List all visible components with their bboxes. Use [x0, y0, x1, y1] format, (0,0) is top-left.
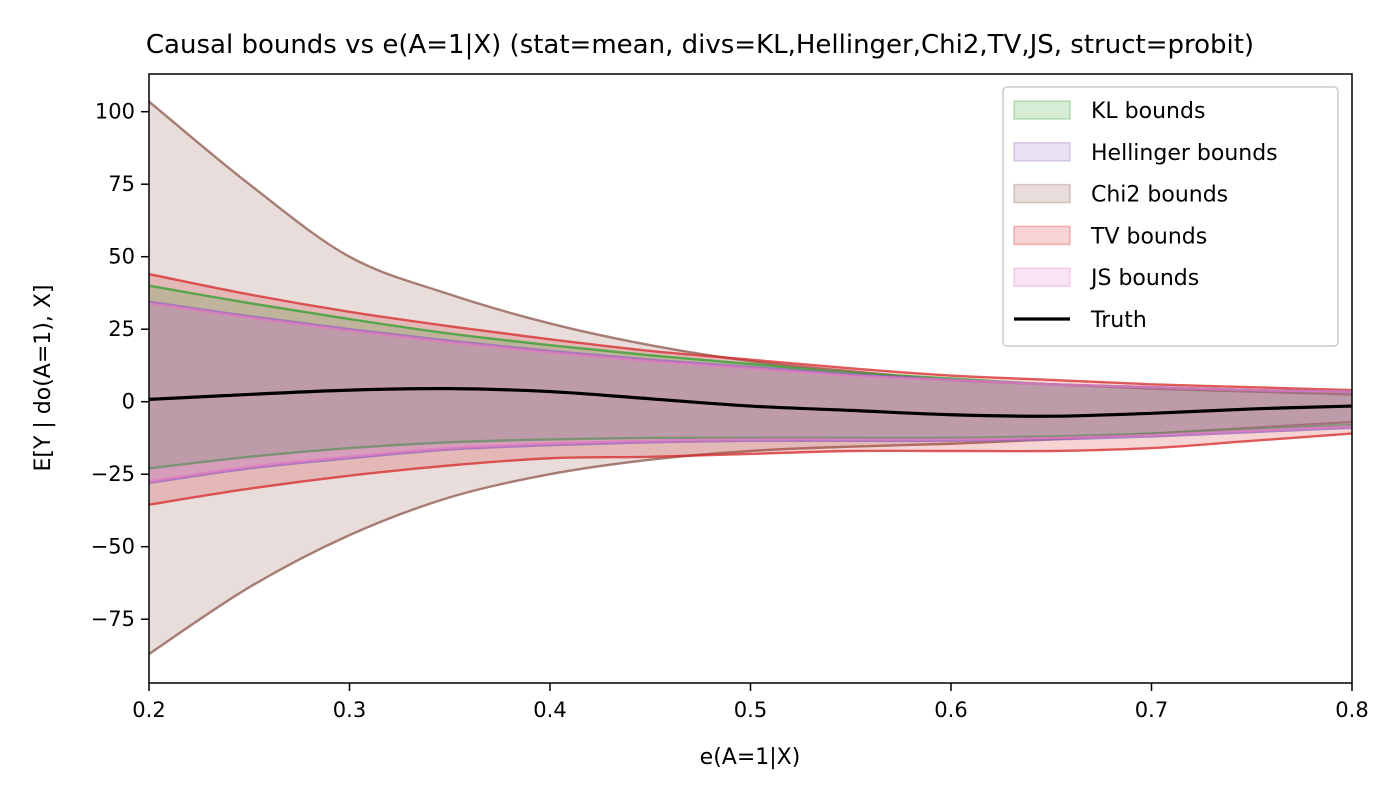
- tv-bounds-lower-line: [149, 432, 1352, 506]
- kl-bounds-lower-line: [149, 423, 1352, 470]
- x-tick-label: 0.3: [333, 698, 366, 722]
- x-tick-label: 0.2: [132, 698, 165, 722]
- legend-swatch-hellinger-bounds: [1013, 142, 1071, 162]
- bounds-bands: [149, 100, 1352, 655]
- js-bounds-lower-line: [149, 425, 1352, 483]
- y-axis-label: E[Y | do(A=1), X]: [31, 284, 56, 471]
- legend-label-tv-bounds: TV bounds: [1090, 224, 1207, 249]
- chart-title: Causal bounds vs e(A=1|X) (stat=mean, di…: [146, 30, 1254, 60]
- y-axis-ticks: −75 −50 −25 0 25 50 75 100: [91, 100, 149, 631]
- chi2-bounds-band: [149, 101, 1352, 655]
- legend-swatch-js-bounds: [1013, 267, 1071, 287]
- legend-label-truth: Truth: [1090, 308, 1147, 333]
- x-axis-label: e(A=1|X): [700, 745, 801, 770]
- legend-swatch-tv-bounds: [1013, 225, 1071, 246]
- legend-label-kl-bounds: KL bounds: [1091, 99, 1205, 124]
- legend-swatch-kl-bounds: [1013, 100, 1071, 120]
- y-tick-label: 0: [122, 390, 135, 414]
- legend-swatch-chi2-bounds: [1013, 183, 1071, 204]
- y-tick-label: 25: [108, 317, 135, 341]
- y-tick-label: −25: [91, 462, 135, 486]
- kl-bounds-band: [149, 285, 1352, 469]
- x-tick-label: 0.6: [934, 698, 967, 722]
- hellinger-bounds-lower-line: [149, 426, 1352, 485]
- x-tick-label: 0.5: [734, 698, 767, 722]
- legend: KL bounds Hellinger bounds Chi2 bounds TV b…: [1002, 86, 1339, 347]
- x-axis-ticks: 0.2 0.3 0.4 0.5 0.6 0.7 0.8: [132, 683, 1369, 722]
- legend-label-hellinger-bounds: Hellinger bounds: [1091, 141, 1278, 166]
- legend-box: [1002, 86, 1339, 347]
- js-bounds-upper-line: [149, 301, 1352, 393]
- y-tick-label: −50: [91, 535, 135, 559]
- y-tick-label: 50: [108, 245, 135, 269]
- y-tick-label: 100: [95, 100, 135, 124]
- x-tick-label: 0.4: [533, 698, 566, 722]
- y-tick-label: −75: [91, 607, 135, 631]
- x-tick-label: 0.7: [1135, 698, 1168, 722]
- truth-line: [149, 387, 1352, 418]
- legend-label-js-bounds: JS bounds: [1089, 266, 1199, 291]
- chi2-bounds-upper-line: [149, 100, 1352, 396]
- legend-label-chi2-bounds: Chi2 bounds: [1091, 183, 1228, 208]
- x-tick-label: 0.8: [1335, 698, 1368, 722]
- y-tick-label: 75: [108, 172, 135, 196]
- truth-layer: [149, 387, 1352, 418]
- tv-bounds-upper-line: [149, 272, 1352, 392]
